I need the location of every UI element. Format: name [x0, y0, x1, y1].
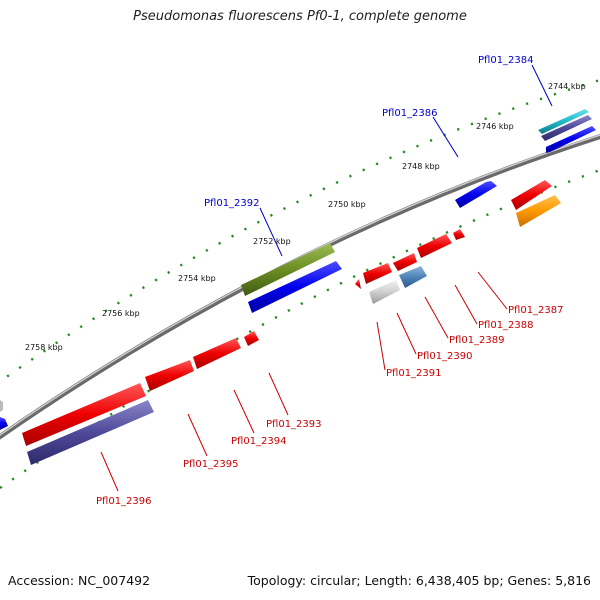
gene-block-2391b[interactable] [369, 280, 400, 304]
gene-block-2396b[interactable] [27, 400, 154, 465]
gene-label-pfl01-2386[interactable]: Pfl01_2386 [382, 108, 438, 119]
genome-title: Pseudomonas fluorescens Pf0-1, complete … [133, 9, 467, 24]
reverse-genes [22, 180, 561, 465]
gene-block-2387[interactable] [511, 180, 552, 210]
gene-block-2391[interactable] [363, 263, 392, 284]
kbp-label-2754: 2754 kbp [178, 274, 216, 283]
gene-block-2396[interactable] [22, 383, 146, 446]
gene-block-2392b[interactable] [248, 261, 342, 313]
gene-block-2390b[interactable] [399, 266, 427, 288]
gene-block-2392[interactable] [241, 243, 335, 296]
gene-block-2384[interactable] [538, 109, 589, 134]
kbp-label-2752: 2752 kbp [253, 237, 291, 246]
gene-labels: Pfl01_2384 Pfl01_2386 Pfl01_2392 Pfl01_2… [96, 55, 564, 507]
gene-block-2393[interactable] [244, 331, 259, 346]
gene-block-2390[interactable] [393, 253, 417, 271]
gene-block-2386b[interactable] [455, 181, 497, 208]
kbp-label-2750: 2750 kbp [328, 200, 366, 209]
gene-block-2394[interactable] [193, 338, 241, 369]
gene-block-2385[interactable] [541, 115, 592, 141]
gene-label-pfl01-2391[interactable]: Pfl01_2391 [386, 368, 442, 379]
gene-label-pfl01-2388[interactable]: Pfl01_2388 [478, 320, 534, 331]
gene-block-2391c[interactable] [355, 279, 361, 289]
kbp-label-2748: 2748 kbp [402, 162, 440, 171]
gene-label-pfl01-2394[interactable]: Pfl01_2394 [231, 436, 287, 447]
gene-block-2388[interactable] [453, 229, 465, 240]
gene-block-edge[interactable] [0, 417, 8, 430]
outer-scale-track [0, 78, 600, 383]
gene-label-pfl01-2393[interactable]: Pfl01_2393 [266, 419, 322, 430]
kbp-label-2746: 2746 kbp [476, 122, 514, 131]
leader-lines [100, 64, 553, 492]
forward-genes [0, 109, 596, 430]
kbp-label-2756: 2756 kbp [102, 309, 140, 318]
genome-summary-text: Topology: circular; Length: 6,438,405 bp… [247, 573, 591, 588]
gene-block-2389[interactable] [417, 234, 452, 258]
gene-label-pfl01-2389[interactable]: Pfl01_2389 [449, 335, 505, 346]
gene-label-pfl01-2390[interactable]: Pfl01_2390 [417, 351, 473, 362]
gene-label-pfl01-2387[interactable]: Pfl01_2387 [508, 305, 564, 316]
gene-block-edge-gray[interactable] [0, 400, 3, 412]
kbp-label-2758: 2758 kbp [25, 343, 63, 352]
gene-label-pfl01-2384[interactable]: Pfl01_2384 [478, 55, 534, 66]
kbp-label-2744: 2744 kbp [548, 82, 586, 91]
accession-text: Accession: NC_007492 [8, 573, 151, 588]
kbp-labels: 2744 kbp 2746 kbp 2748 kbp 2750 kbp 2752… [25, 82, 586, 352]
gene-block-2386[interactable] [546, 126, 596, 153]
gene-label-pfl01-2392[interactable]: Pfl01_2392 [204, 198, 260, 209]
gene-block-2395[interactable] [145, 360, 194, 391]
gene-label-pfl01-2395[interactable]: Pfl01_2395 [183, 459, 239, 470]
gene-label-pfl01-2396[interactable]: Pfl01_2396 [96, 496, 152, 507]
gene-block-2387b[interactable] [516, 195, 561, 227]
